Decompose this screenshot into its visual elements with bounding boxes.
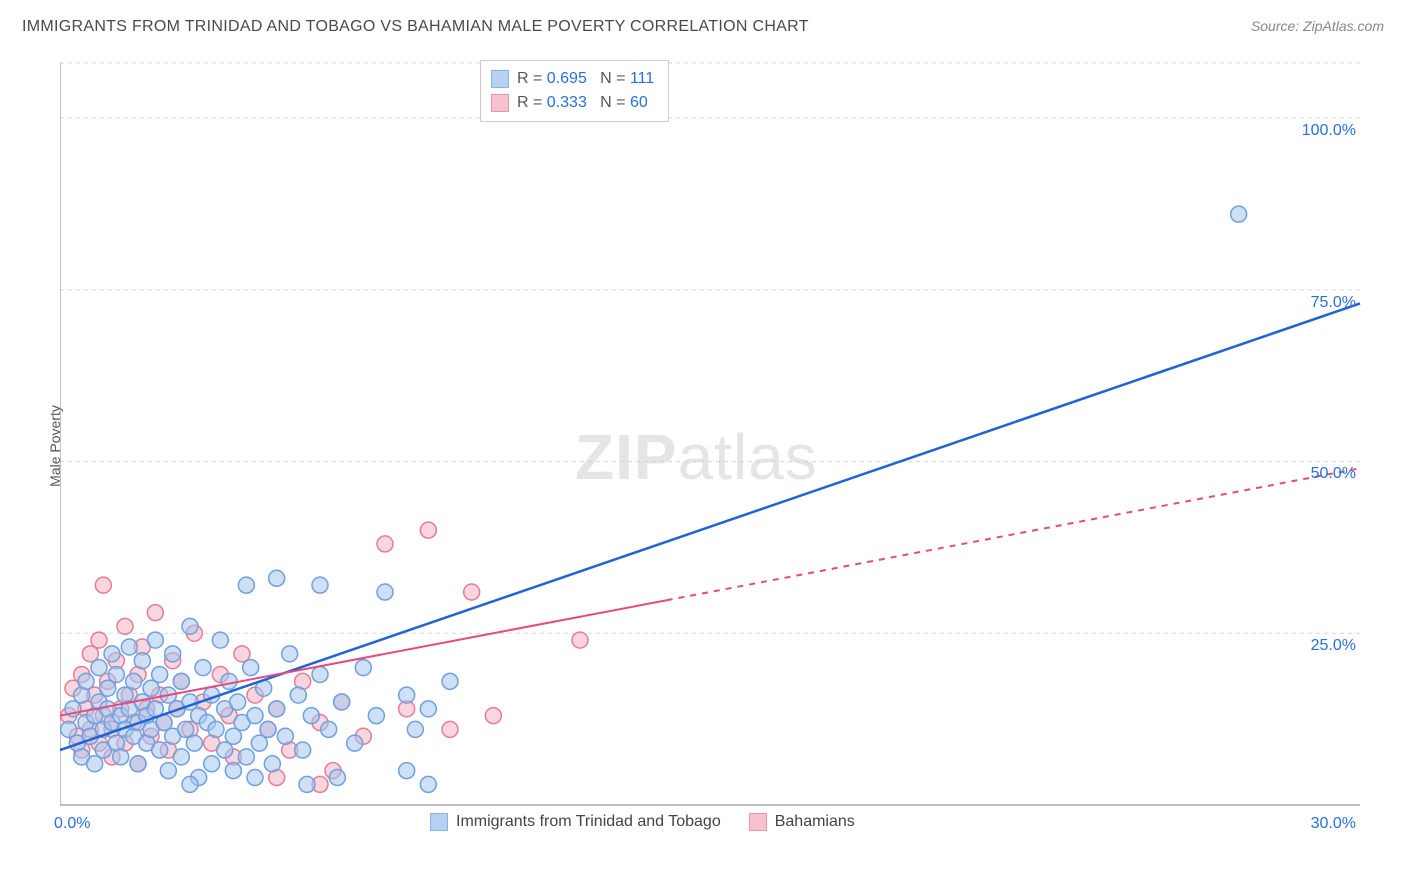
series-name: Bahamians [775, 813, 855, 831]
source-attribution: Source: ZipAtlas.com [1251, 18, 1384, 34]
source-label: Source: [1251, 18, 1299, 34]
chart-plot-area [60, 55, 1380, 845]
legend-stats: R = 0.695 N = 111 [517, 67, 654, 91]
series-legend-item: Bahamians [749, 813, 855, 831]
legend-swatch [749, 813, 767, 831]
source-name: ZipAtlas.com [1303, 18, 1384, 34]
series-legend-item: Immigrants from Trinidad and Tobago [430, 813, 721, 831]
correlation-legend-row: R = 0.333 N = 60 [491, 91, 654, 115]
legend-stats: R = 0.333 N = 60 [517, 91, 648, 115]
series-legend: Immigrants from Trinidad and Tobago Baham… [430, 813, 855, 831]
correlation-legend: R = 0.695 N = 111R = 0.333 N = 60 [480, 60, 669, 122]
legend-swatch [491, 70, 509, 88]
series-name: Immigrants from Trinidad and Tobago [456, 813, 721, 831]
legend-swatch [430, 813, 448, 831]
legend-swatch [491, 94, 509, 112]
correlation-legend-row: R = 0.695 N = 111 [491, 67, 654, 91]
chart-title: IMMIGRANTS FROM TRINIDAD AND TOBAGO VS B… [22, 18, 809, 36]
